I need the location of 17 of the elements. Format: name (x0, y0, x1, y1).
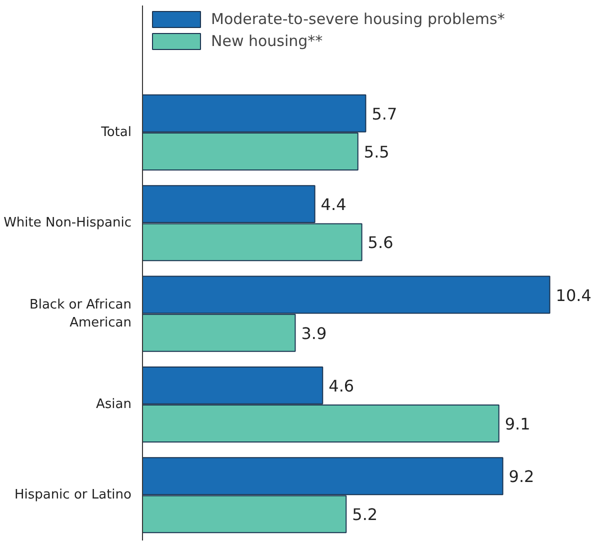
data-label: 5.6 (368, 233, 394, 252)
data-label: 9.2 (508, 467, 534, 486)
data-label: 9.1 (504, 414, 530, 434)
y-tick-label: Total (100, 124, 132, 140)
data-label: 4.4 (320, 195, 346, 214)
data-label: 5.2 (352, 505, 378, 524)
data-label: 4.6 (328, 376, 354, 396)
legend-label: New housing** (211, 32, 323, 50)
data-label: 10.4 (556, 286, 592, 305)
y-tick-label: Hispanic or Latino (14, 488, 132, 503)
legend-label: Moderate-to-severe housing problems* (211, 10, 505, 28)
y-tick-label: White Non-Hispanic (4, 216, 132, 231)
data-label: 5.5 (364, 142, 390, 162)
y-tick-label: Black or African American (29, 297, 132, 330)
y-tick-label: Asian (96, 396, 132, 412)
data-label: 5.7 (372, 104, 398, 124)
data-label: 3.9 (301, 324, 327, 343)
